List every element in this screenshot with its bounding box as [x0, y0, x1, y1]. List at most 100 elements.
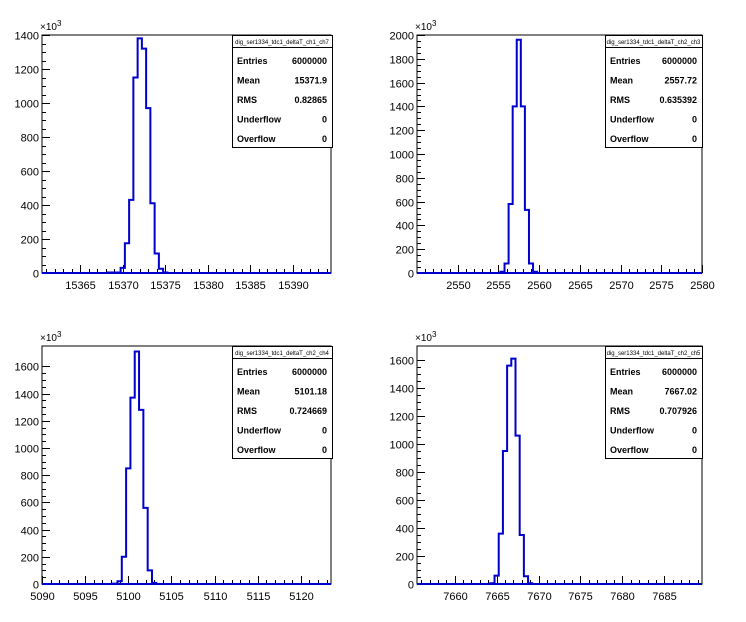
histogram-bin [499, 534, 503, 584]
y-tick-label: 1200 [15, 417, 39, 429]
stats-label-rms: RMS [610, 95, 630, 105]
stats-label-mean: Mean [237, 387, 260, 397]
y-tick-label: 200 [21, 553, 39, 565]
histogram-bin [130, 398, 134, 584]
y-tick-label: 2000 [390, 31, 414, 43]
stats-label-underflow: Underflow [237, 426, 282, 436]
x-tick-label: 5095 [73, 591, 97, 603]
histogram-bin [517, 40, 521, 273]
histogram-panel-4: 0 200 400 600 800 1000 1200 1400 1600 7660 7665 767… [390, 330, 703, 603]
stats-label-entries: Entries [610, 56, 641, 66]
y-exponent-label: ×103 [40, 330, 62, 344]
y-tick-label: 1600 [390, 79, 414, 91]
stats-value-entries: 6000000 [662, 367, 697, 377]
x-tick-label: 2555 [486, 280, 510, 292]
histogram-bin [524, 576, 528, 584]
histogram-bin [529, 263, 533, 273]
y-tick-label: 0 [408, 269, 414, 281]
y-tick-label: 0 [408, 580, 414, 592]
stats-box: dig_ser1334_tdc1_deltaT_ch2_ch5 Entries 60… [605, 346, 703, 459]
stats-label-overflow: Overflow [237, 134, 277, 144]
stats-box-frame [605, 35, 703, 148]
histogram-bin [116, 272, 120, 273]
y-tick-label: 400 [396, 221, 414, 233]
y-tick-label: 200 [21, 235, 39, 247]
x-tick-label: 2575 [649, 280, 673, 292]
x-tick-label: 5120 [289, 591, 313, 603]
histogram-bin [138, 38, 142, 273]
y-tick-label: 0 [33, 580, 39, 592]
histogram-bin [125, 243, 129, 273]
stats-value-mean: 5101.18 [294, 387, 327, 397]
histogram-bin [117, 581, 121, 584]
stats-box: dig_ser1334_tdc1_deltaT_ch2_ch3 Entries 60… [605, 35, 703, 148]
x-tick-label: 2565 [568, 280, 592, 292]
y-tick-label: 0 [33, 269, 39, 281]
x-tick-label: 15385 [235, 280, 266, 292]
stats-label-entries: Entries [237, 367, 268, 377]
y-exponent-label: ×103 [415, 330, 437, 344]
stats-value-overflow: 0 [322, 445, 327, 455]
x-tick-label: 15365 [65, 280, 96, 292]
stats-value-rms: 0.707926 [659, 406, 697, 416]
stats-label-mean: Mean [237, 76, 260, 86]
y-tick-label: 1400 [15, 31, 39, 43]
histogram-bin [500, 272, 504, 273]
x-tick-label: 15390 [278, 280, 309, 292]
stats-value-rms: 0.82865 [294, 95, 327, 105]
y-tick-label: 1000 [15, 99, 39, 111]
y-tick-label: 1200 [390, 126, 414, 138]
histogram-bin [108, 272, 112, 273]
y-exponent: 3 [57, 330, 62, 339]
y-tick-label: 600 [21, 167, 39, 179]
stats-value-underflow: 0 [322, 115, 327, 125]
stats-box-frame [232, 35, 333, 148]
x-tick-label: 5100 [116, 591, 140, 603]
histogram-bin [521, 106, 525, 273]
y-tick-label: 1400 [15, 390, 39, 402]
histogram-bin [490, 583, 494, 584]
stats-value-mean: 2557.72 [664, 76, 697, 86]
x-tick-label: 5115 [247, 591, 271, 603]
stats-label-rms: RMS [237, 406, 257, 416]
x-tick-label: 15375 [150, 280, 181, 292]
stats-label-mean: Mean [610, 76, 633, 86]
y-exponent: 3 [432, 19, 437, 28]
stats-label-underflow: Underflow [610, 426, 655, 436]
histogram-bin [163, 272, 167, 273]
stats-value-rms: 0.635392 [659, 95, 697, 105]
histogram-bin [528, 583, 532, 584]
x-tick-label: 7675 [568, 591, 592, 603]
stats-label-overflow: Overflow [610, 134, 650, 144]
stats-value-overflow: 0 [692, 445, 697, 455]
stats-label-entries: Entries [237, 56, 268, 66]
stats-value-underflow: 0 [692, 426, 697, 436]
stats-value-entries: 6000000 [662, 56, 697, 66]
y-tick-label: 800 [396, 468, 414, 480]
histogram-bin [139, 410, 143, 584]
stats-value-overflow: 0 [322, 134, 327, 144]
histogram-bin [143, 508, 147, 584]
stats-label-rms: RMS [610, 406, 630, 416]
histogram-outline [499, 38, 539, 273]
stats-label-overflow: Overflow [610, 445, 650, 455]
y-tick-label: 400 [21, 201, 39, 213]
y-tick-label: 200 [396, 552, 414, 564]
x-tick-label: 2550 [446, 280, 470, 292]
stats-label-underflow: Underflow [610, 115, 655, 125]
histogram-bin [525, 210, 529, 273]
histogram-bin [155, 253, 159, 273]
histogram-outline [112, 350, 161, 585]
y-tick-label: 400 [396, 524, 414, 536]
histogram-bin [129, 200, 133, 273]
histogram-bin [520, 535, 524, 584]
y-exponent-label: ×103 [415, 19, 437, 33]
y-tick-label: 200 [396, 245, 414, 257]
histogram-bin [126, 468, 130, 584]
y-multiplier: ×10 [415, 333, 432, 344]
stats-label-underflow: Underflow [237, 115, 282, 125]
stats-value-entries: 6000000 [292, 56, 327, 66]
y-tick-label: 1000 [390, 150, 414, 162]
x-tick-label: 7665 [485, 591, 509, 603]
